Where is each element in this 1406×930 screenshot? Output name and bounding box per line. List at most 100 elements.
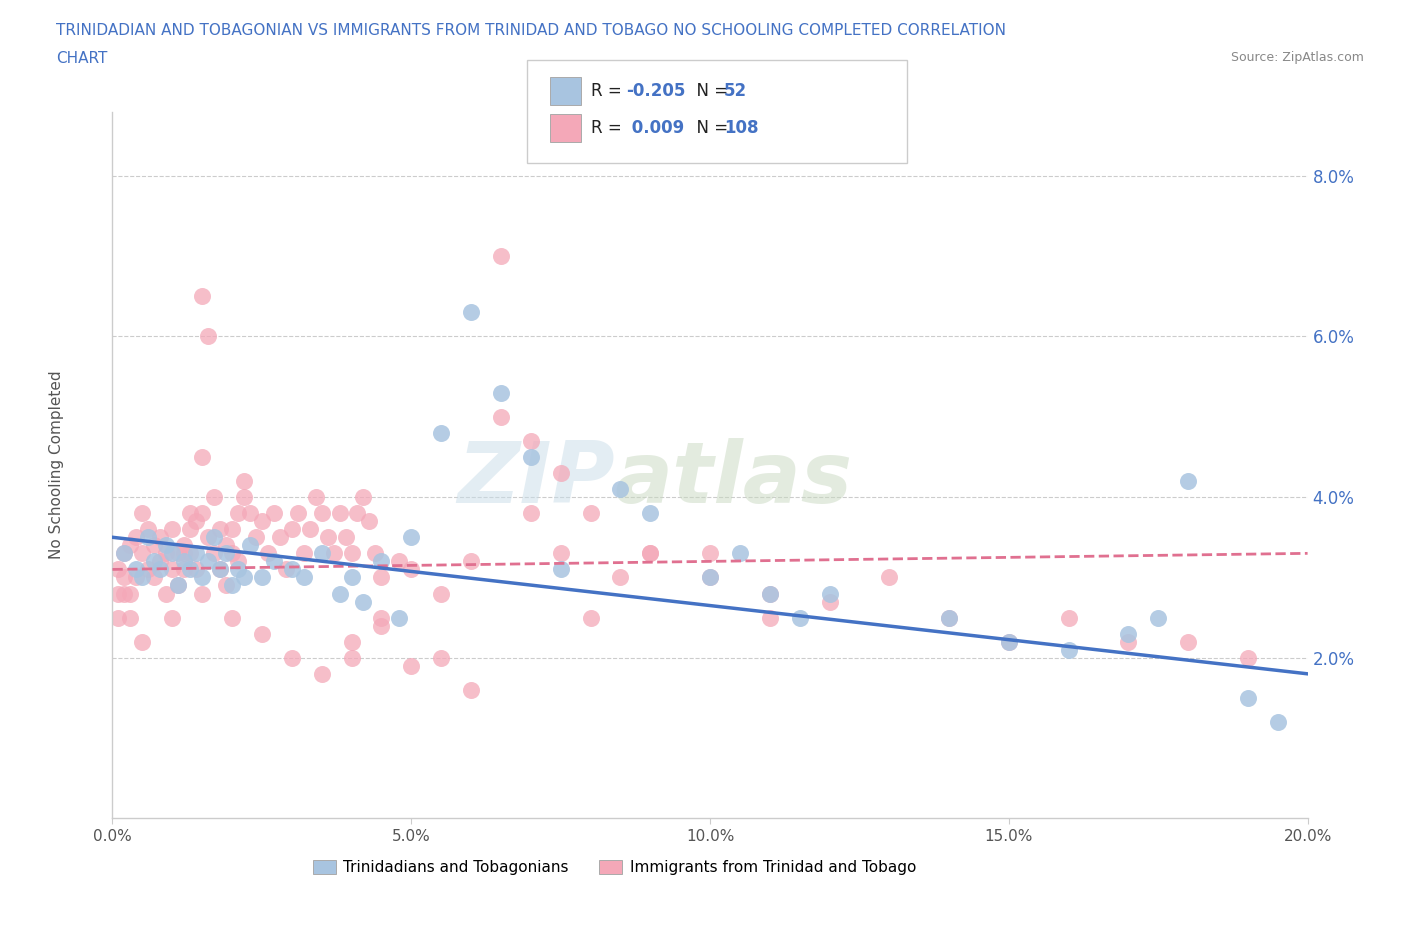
Point xyxy=(125,530,148,545)
Point xyxy=(274,562,297,577)
Point xyxy=(609,570,631,585)
Point xyxy=(359,513,381,528)
Point xyxy=(131,506,153,521)
Point xyxy=(221,522,243,537)
Point xyxy=(263,506,285,521)
Point xyxy=(120,538,142,552)
Text: CHART: CHART xyxy=(56,51,108,66)
Point xyxy=(131,546,153,561)
Point xyxy=(370,570,392,585)
Point xyxy=(215,578,238,593)
Point xyxy=(1057,643,1080,658)
Point xyxy=(250,513,273,528)
Point xyxy=(340,650,363,665)
Point xyxy=(120,610,142,625)
Point xyxy=(520,506,543,521)
Text: Source: ZipAtlas.com: Source: ZipAtlas.com xyxy=(1230,51,1364,64)
Point xyxy=(460,683,482,698)
Point xyxy=(305,490,328,505)
Point xyxy=(346,506,368,521)
Point xyxy=(120,586,142,601)
Point xyxy=(197,554,219,569)
Point xyxy=(226,554,249,569)
Text: ZIP: ZIP xyxy=(457,438,614,521)
Point xyxy=(233,473,256,488)
Point xyxy=(202,530,225,545)
Point xyxy=(155,538,177,552)
Text: atlas: atlas xyxy=(614,438,852,521)
Point xyxy=(489,409,512,424)
Point xyxy=(281,522,304,537)
Point xyxy=(460,305,482,320)
Point xyxy=(173,546,195,561)
Point xyxy=(340,634,363,649)
Point xyxy=(520,433,543,448)
Text: -0.205: -0.205 xyxy=(626,82,685,100)
Point xyxy=(215,546,238,561)
Point xyxy=(162,562,183,577)
Point xyxy=(460,554,482,569)
Point xyxy=(263,554,285,569)
Point xyxy=(329,586,352,601)
Point xyxy=(759,610,782,625)
Point xyxy=(162,522,183,537)
Point xyxy=(430,650,453,665)
Point xyxy=(818,594,841,609)
Point xyxy=(998,634,1021,649)
Point xyxy=(215,538,238,552)
Point xyxy=(281,650,304,665)
Point xyxy=(311,506,333,521)
Point xyxy=(1147,610,1170,625)
Point xyxy=(226,506,249,521)
Point xyxy=(186,546,208,561)
Point xyxy=(125,570,148,585)
Point xyxy=(191,449,214,464)
Point xyxy=(155,586,177,601)
Point xyxy=(370,610,392,625)
Point xyxy=(149,562,172,577)
Point xyxy=(335,530,357,545)
Point xyxy=(245,530,267,545)
Point xyxy=(401,530,423,545)
Point xyxy=(1118,634,1140,649)
Point xyxy=(938,610,960,625)
Point xyxy=(879,570,901,585)
Point xyxy=(138,522,160,537)
Point xyxy=(388,610,411,625)
Point xyxy=(226,562,249,577)
Point xyxy=(179,506,201,521)
Point xyxy=(316,530,339,545)
Point xyxy=(430,586,453,601)
Point xyxy=(114,546,135,561)
Point xyxy=(287,506,309,521)
Point xyxy=(998,634,1021,649)
Point xyxy=(209,562,232,577)
Text: TRINIDADIAN AND TOBAGONIAN VS IMMIGRANTS FROM TRINIDAD AND TOBAGO NO SCHOOLING C: TRINIDADIAN AND TOBAGONIAN VS IMMIGRANTS… xyxy=(56,23,1007,38)
Point xyxy=(191,506,214,521)
Point xyxy=(221,610,243,625)
Text: N =: N = xyxy=(686,119,734,138)
Text: 108: 108 xyxy=(724,119,759,138)
Point xyxy=(250,626,273,641)
Point xyxy=(173,538,195,552)
Point xyxy=(311,667,333,682)
Point xyxy=(107,586,129,601)
Point xyxy=(699,570,721,585)
Point xyxy=(550,562,572,577)
Point xyxy=(353,594,375,609)
Point xyxy=(138,530,160,545)
Point xyxy=(221,578,243,593)
Point xyxy=(250,570,273,585)
Point xyxy=(257,546,280,561)
Point xyxy=(329,506,352,521)
Point xyxy=(114,546,135,561)
Point xyxy=(550,546,572,561)
Point xyxy=(209,562,232,577)
Point xyxy=(202,490,225,505)
Point xyxy=(640,546,662,561)
Point xyxy=(728,546,751,561)
Point xyxy=(179,546,201,561)
Point xyxy=(818,586,841,601)
Point xyxy=(401,658,423,673)
Point xyxy=(167,578,190,593)
